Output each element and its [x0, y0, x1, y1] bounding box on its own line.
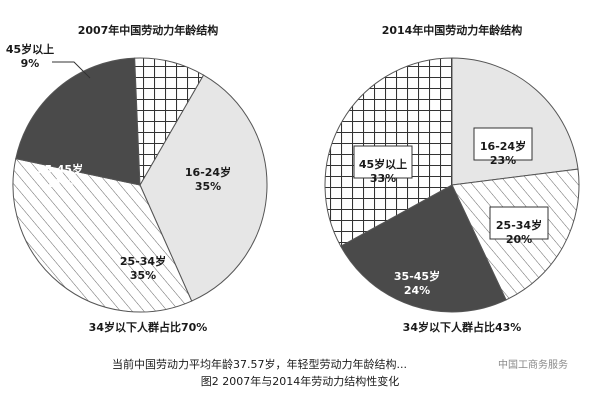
pie-2-slice-35-45-2: [340, 184, 507, 313]
chart-2-footer: 34岁以下人群占比43%: [403, 320, 522, 334]
caption-line-1: 当前中国劳动力平均年龄37.57岁，年轻型劳动力年龄结构...: [112, 357, 407, 371]
pie-2-slice-name-label-0: 16-24岁: [480, 139, 526, 153]
pie-2-label-box-1: [489, 206, 549, 240]
pie-2-slice-value-label-2: 24%: [404, 284, 430, 297]
pie-1-slice-value-label-2: 21%: [47, 177, 73, 190]
pie-2-label-box-0: [473, 127, 533, 161]
pie-1-slice-value-label-3: 9%: [21, 57, 40, 70]
pie-1-slice-value-label-1: 35%: [130, 269, 156, 282]
caption-line-2: 图2 2007年与2014年劳动力结构性变化: [201, 374, 399, 388]
watermark: 中国工商务服务: [498, 358, 568, 371]
pie-1-slice-name-label-3: 45岁以上: [6, 42, 54, 56]
pie-2-slice-value-label-1: 20%: [506, 233, 532, 246]
pie-2-slice-value-label-3: 33%: [370, 172, 396, 185]
pie-1-leader-line-3: [52, 61, 91, 79]
pie-2-slice-name-label-2: 35-45岁: [394, 269, 440, 283]
pie-1-slice-16-24-0: [139, 74, 268, 302]
pie-1-slice-35-45-2: [15, 57, 141, 186]
pie-1-slice-45-3: [134, 57, 205, 187]
chart-1-footer: 34岁以下人群占比70%: [89, 320, 208, 334]
pie-1-slice-name-label-1: 25-34岁: [120, 254, 166, 268]
pie-2-slice-value-label-0: 23%: [490, 154, 516, 167]
pie-1-slice-name-label-0: 16-24岁: [185, 165, 231, 179]
pie-2-slice-name-label-3: 45岁以上: [359, 157, 407, 171]
pie-1-slice-name-label-2: 35-45岁: [37, 162, 83, 176]
chart-1-title: 2007年中国劳动力年龄结构: [78, 23, 219, 37]
pie-2-slice-name-label-1: 25-34岁: [496, 218, 542, 232]
pie-1-slice-value-label-0: 35%: [195, 180, 221, 193]
pie-1-slice-25-34-1: [12, 158, 193, 313]
chart-2-title: 2014年中国劳动力年龄结构: [382, 23, 523, 37]
pie-2-label-box-3: [353, 145, 413, 179]
